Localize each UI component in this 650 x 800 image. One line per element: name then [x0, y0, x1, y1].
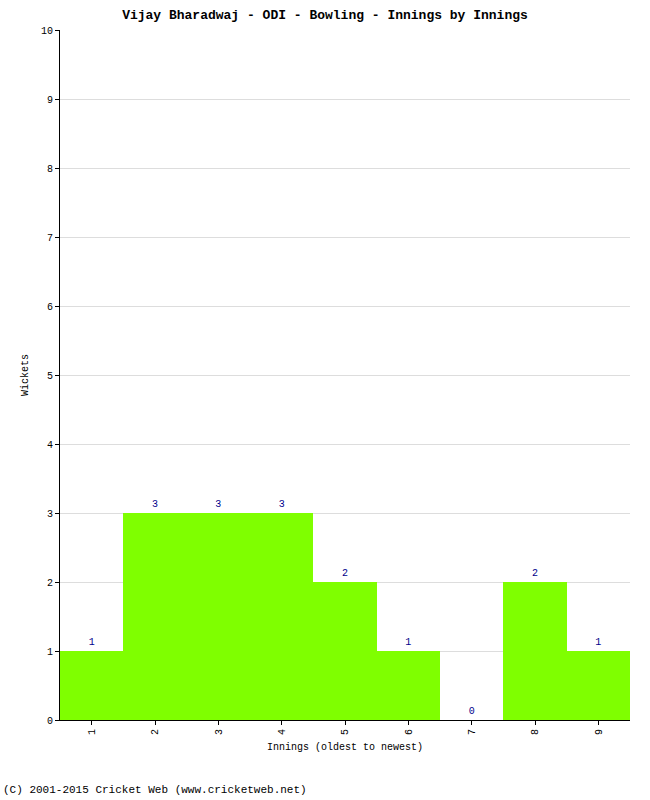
svg-text:8: 8 [530, 729, 541, 735]
svg-text:1: 1 [87, 729, 98, 735]
svg-text:6: 6 [404, 729, 415, 735]
svg-text:1: 1 [47, 647, 53, 658]
svg-text:2: 2 [47, 578, 53, 589]
svg-text:1: 1 [89, 637, 95, 648]
svg-text:3: 3 [215, 499, 221, 510]
svg-text:10: 10 [41, 26, 53, 37]
svg-text:Vijay Bharadwaj - ODI - Bowlin: Vijay Bharadwaj - ODI - Bowling - Inning… [122, 8, 528, 23]
svg-text:5: 5 [340, 729, 351, 735]
svg-text:9: 9 [594, 729, 605, 735]
svg-text:2: 2 [150, 729, 161, 735]
svg-text:8: 8 [47, 164, 53, 175]
svg-text:3: 3 [214, 729, 225, 735]
svg-text:4: 4 [47, 440, 53, 451]
svg-text:5: 5 [47, 371, 53, 382]
svg-text:9: 9 [47, 95, 53, 106]
svg-text:7: 7 [47, 233, 53, 244]
svg-text:6: 6 [47, 302, 53, 313]
svg-text:4: 4 [277, 729, 288, 735]
svg-text:Innings (oldest to newest): Innings (oldest to newest) [267, 742, 423, 753]
svg-text:(C) 2001-2015 Cricket Web (www: (C) 2001-2015 Cricket Web (www.cricketwe… [3, 784, 307, 796]
svg-text:1: 1 [405, 637, 411, 648]
svg-text:2: 2 [532, 568, 538, 579]
svg-text:3: 3 [152, 499, 158, 510]
svg-text:0: 0 [469, 706, 475, 717]
svg-text:1: 1 [595, 637, 601, 648]
svg-text:3: 3 [47, 509, 53, 520]
svg-text:7: 7 [467, 729, 478, 735]
svg-text:0: 0 [47, 716, 53, 727]
svg-text:Wickets: Wickets [20, 354, 31, 396]
svg-text:3: 3 [279, 499, 285, 510]
svg-text:2: 2 [342, 568, 348, 579]
